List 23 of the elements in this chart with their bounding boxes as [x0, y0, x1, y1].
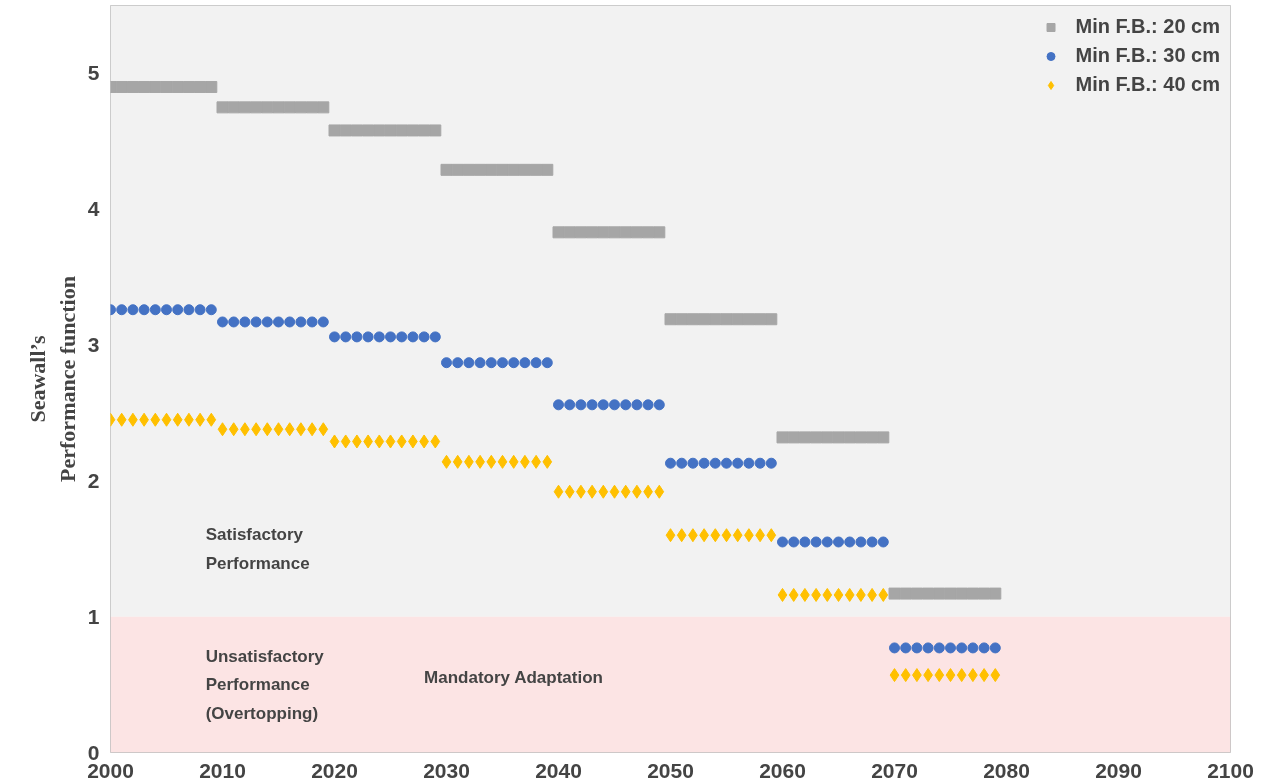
y-tick-label: 0	[87, 740, 100, 764]
y-tick-label: 3	[87, 333, 100, 357]
y-tick-label: 5	[87, 61, 100, 85]
legend-label: Min F.B.: 20 cm	[1075, 15, 1220, 38]
y-tick-label: 1	[87, 604, 100, 628]
x-tick-label: 2020	[311, 758, 358, 782]
y-tick-label: 4	[87, 197, 100, 221]
x-tick-label: 2050	[647, 758, 694, 782]
x-tick-label: 2100	[1207, 758, 1254, 782]
y-tick-label: 2	[87, 468, 100, 492]
x-tick-label: 2030	[423, 758, 470, 782]
band-label: Unsatisfactory Performance (Overtopping)	[205, 646, 325, 723]
y-axis-title: Seawall’s Performance function	[24, 276, 80, 482]
x-tick-label: 2060	[759, 758, 806, 782]
legend-label: Min F.B.: 40 cm	[1075, 73, 1220, 96]
x-tick-label: 2090	[1095, 758, 1142, 782]
legend-label: Min F.B.: 30 cm	[1075, 44, 1220, 67]
annotation: Mandatory Adaptation	[424, 668, 603, 688]
x-tick-label: 2070	[871, 758, 918, 782]
x-tick-label: 2010	[199, 758, 246, 782]
x-tick-label: 2040	[535, 758, 582, 782]
x-tick-label: 2080	[983, 758, 1030, 782]
band-label: Satisfactory Performance	[205, 525, 310, 573]
